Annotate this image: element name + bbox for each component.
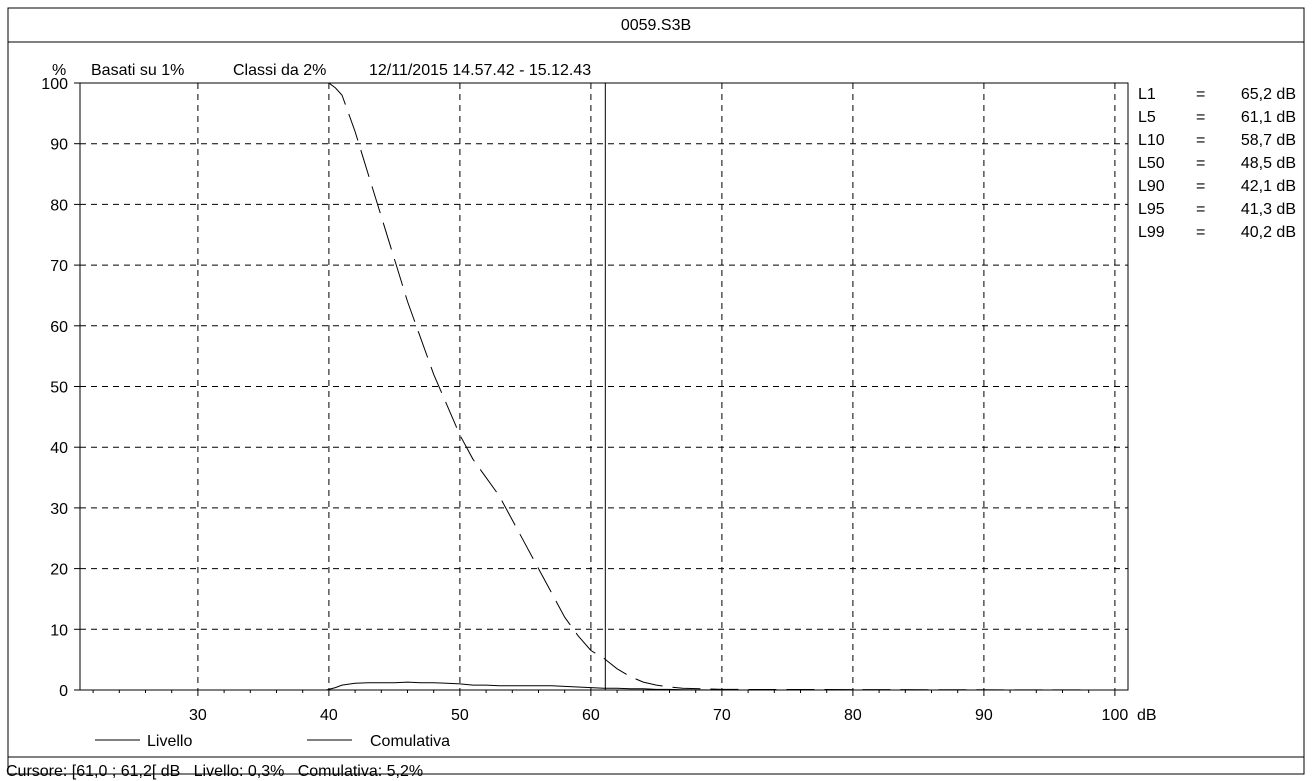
y-tick-label: 50 — [50, 380, 68, 397]
x-tick-label: 70 — [713, 707, 731, 724]
x-tick-label: 40 — [320, 707, 338, 724]
y-tick-label: 20 — [50, 562, 68, 579]
stat-equals: = — [1196, 132, 1205, 149]
x-tick-label: 100 — [1102, 707, 1129, 724]
basis-label: Basati su 1% — [91, 62, 184, 79]
stat-value: 65,2 dB — [1241, 86, 1296, 103]
stat-label: L5 — [1138, 109, 1156, 126]
stat-value: 61,1 dB — [1241, 109, 1296, 126]
stat-equals: = — [1196, 109, 1205, 126]
y-tick-label: 90 — [50, 137, 68, 154]
stat-value: 42,1 dB — [1241, 178, 1296, 195]
status-bar: Cursore: [61,0 ; 61,2[ dB Livello: 0,3% … — [6, 763, 423, 780]
series-group — [80, 82, 1129, 691]
stat-value: 40,2 dB — [1241, 224, 1296, 241]
x-axis-unit: dB — [1137, 707, 1157, 724]
y-unit-label: % — [52, 62, 66, 79]
y-tick-label: 70 — [50, 258, 68, 275]
y-tick-label: 80 — [50, 197, 68, 214]
x-tick-label: 30 — [189, 707, 207, 724]
stat-label: L10 — [1138, 132, 1165, 149]
y-axis: 0 10 20 30 40 50 60 70 80 90 100 — [41, 76, 80, 700]
stat-equals: = — [1196, 155, 1205, 172]
stat-equals: = — [1196, 224, 1205, 241]
x-tick-label: 50 — [451, 707, 469, 724]
stat-value: 48,5 dB — [1241, 155, 1296, 172]
stat-label: L90 — [1138, 178, 1165, 195]
series-line-comulativa — [328, 82, 1129, 691]
y-tick-label: 40 — [50, 440, 68, 457]
x-tick-label: 60 — [582, 707, 600, 724]
stat-label: L95 — [1138, 201, 1165, 218]
x-tick-label: 90 — [975, 707, 993, 724]
stats-panel: L1 = 65,2 dB L5 = 61,1 dB L10 = 58,7 dB L50 = 48,5 … — [1138, 86, 1296, 241]
x-tick-label: 80 — [844, 707, 862, 724]
stat-label: L99 — [1138, 224, 1165, 241]
series-line-livello — [80, 681, 1128, 691]
y-tick-label: 10 — [50, 622, 68, 639]
chart-title: 0059.S3B — [621, 17, 691, 34]
period-label: 12/11/2015 14.57.42 - 15.12.43 — [369, 62, 591, 79]
stat-label: L50 — [1138, 155, 1165, 172]
y-tick-label: 60 — [50, 319, 68, 336]
classes-label: Classi da 2% — [233, 62, 326, 79]
stat-equals: = — [1196, 201, 1205, 218]
stat-value: 58,7 dB — [1241, 132, 1296, 149]
stat-equals: = — [1196, 86, 1205, 103]
y-tick-label: 0 — [59, 683, 68, 700]
legend-comulativa-label: Comulativa — [370, 733, 450, 750]
legend-livello-label: Livello — [147, 733, 192, 750]
stat-label: L1 — [1138, 86, 1156, 103]
x-axis: 30 40 50 60 70 80 90 100 — [92, 690, 1129, 724]
y-tick-label: 100 — [41, 76, 68, 93]
y-tick-label: 30 — [50, 501, 68, 518]
window-frame — [7, 7, 1305, 775]
grid — [80, 83, 1128, 690]
stat-value: 41,3 dB — [1241, 201, 1296, 218]
stat-equals: = — [1196, 178, 1205, 195]
